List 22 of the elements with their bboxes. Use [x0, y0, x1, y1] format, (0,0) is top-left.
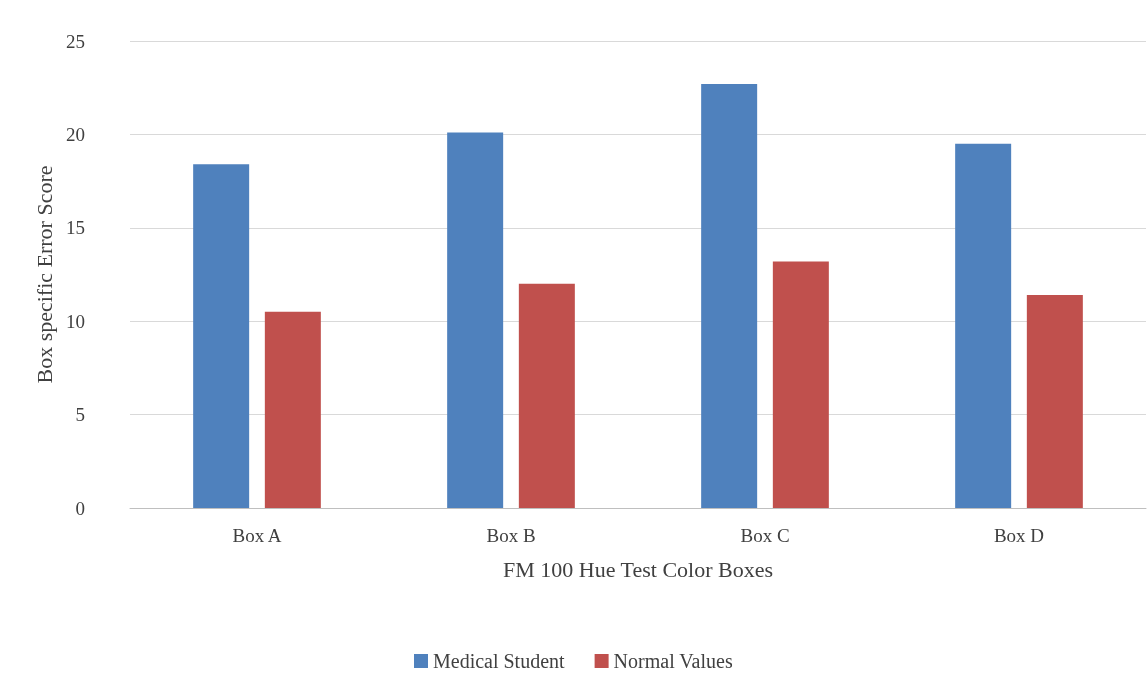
x-tick-label: Box B	[486, 525, 536, 546]
y-axis-title: Box specific Error Score	[31, 165, 57, 384]
bar	[1026, 295, 1083, 508]
x-tick-label: Box A	[232, 525, 282, 546]
y-tick-label: 10	[66, 310, 85, 332]
bar	[518, 283, 575, 508]
bar	[772, 261, 829, 508]
bar	[193, 164, 250, 508]
legend-label: Medical Student	[432, 650, 566, 672]
bar	[955, 143, 1012, 508]
y-tick-label: 15	[66, 217, 85, 239]
bar	[701, 83, 758, 508]
legend-label: Normal Values	[613, 650, 733, 672]
y-tick-label: 5	[75, 404, 85, 426]
bar	[447, 132, 504, 508]
bar	[264, 311, 321, 508]
x-tick-label: Box D	[993, 525, 1045, 546]
y-tick-label: 25	[66, 30, 85, 52]
x-tick-label: Box C	[740, 525, 790, 546]
y-tick-label: 0	[75, 497, 85, 519]
x-axis-title: FM 100 Hue Test Color Boxes	[502, 556, 774, 582]
y-tick-label: 20	[66, 123, 85, 145]
